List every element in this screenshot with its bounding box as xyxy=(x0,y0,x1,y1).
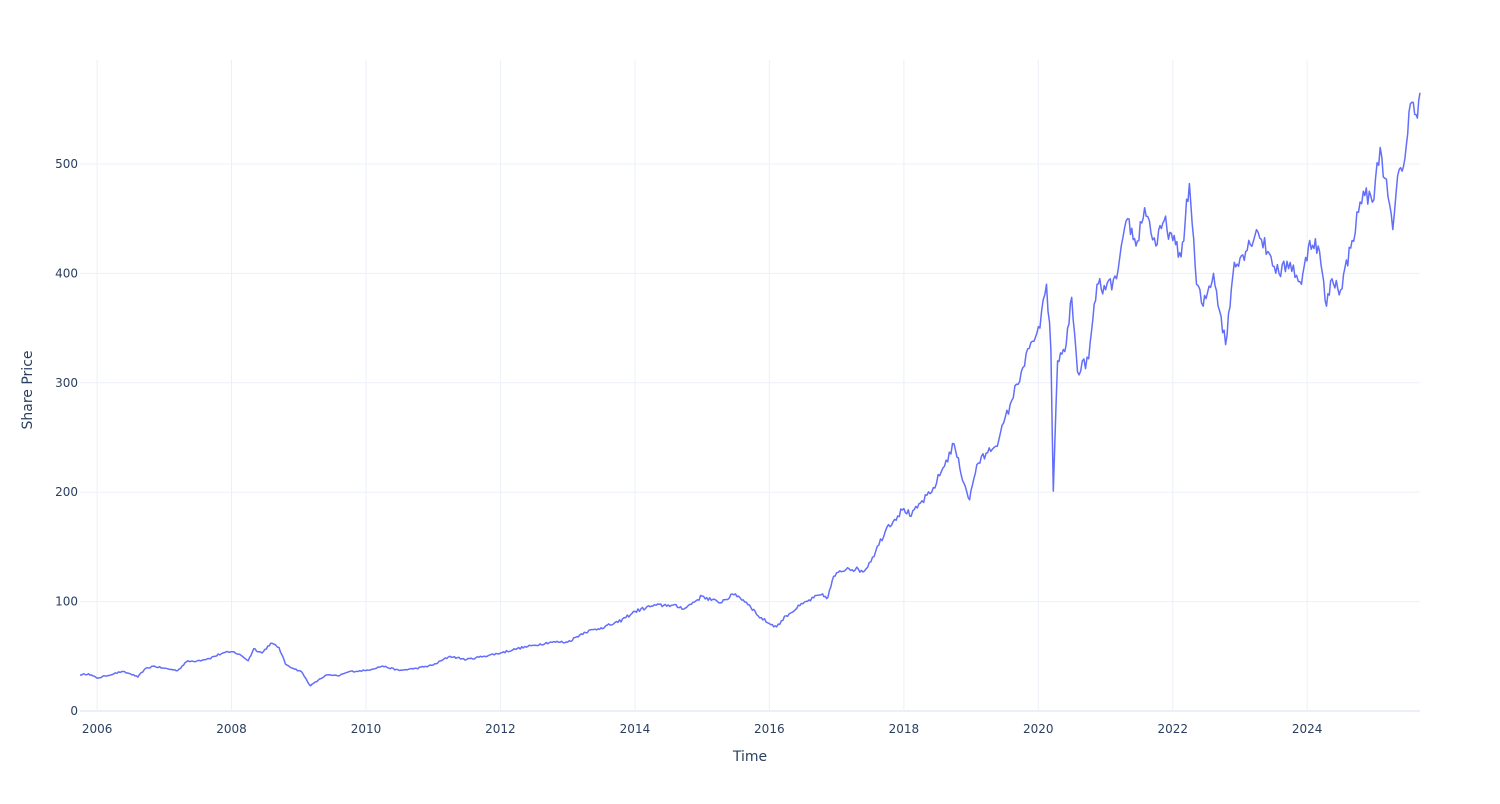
y-axis-title: Share Price xyxy=(20,350,36,429)
y-tick-label-0: 0 xyxy=(70,704,78,718)
x-tick-label-2010: 2010 xyxy=(351,722,382,736)
x-tick-label-2014: 2014 xyxy=(620,722,651,736)
x-tick-label-2022: 2022 xyxy=(1158,722,1189,736)
x-tick-label-2020: 2020 xyxy=(1023,722,1054,736)
y-tick-labels: 0 100 200 300 400 500 xyxy=(55,157,78,718)
x-gridlines xyxy=(96,60,1308,711)
x-tick-label-2024: 2024 xyxy=(1292,722,1323,736)
x-tick-label-2012: 2012 xyxy=(485,722,516,736)
series-line-0 xyxy=(79,92,1421,687)
x-tick-label-2018: 2018 xyxy=(889,722,920,736)
x-tick-label-2006: 2006 xyxy=(82,722,113,736)
x-tick-label-2016: 2016 xyxy=(754,722,785,736)
x-tick-label-2008: 2008 xyxy=(216,722,247,736)
series-layer xyxy=(79,92,1421,687)
y-tick-label-400: 400 xyxy=(55,266,78,280)
x-axis-title: Time xyxy=(732,749,767,765)
x-tick-labels: 2006 2008 2010 2012 2014 2016 2018 2020 2022 2024 xyxy=(82,722,1323,736)
y-gridlines xyxy=(80,163,1420,712)
y-tick-label-500: 500 xyxy=(55,157,78,171)
y-tick-label-200: 200 xyxy=(55,485,78,499)
y-tick-label-100: 100 xyxy=(55,595,78,609)
y-tick-label-300: 300 xyxy=(55,376,78,390)
